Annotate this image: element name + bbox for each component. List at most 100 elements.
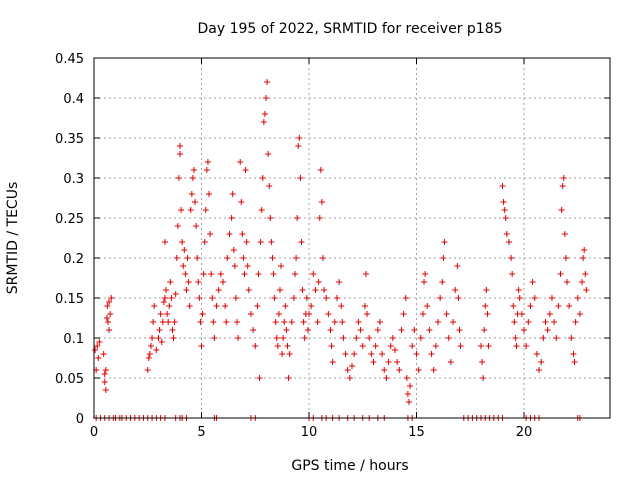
data-point <box>95 355 102 361</box>
data-point <box>435 319 441 325</box>
data-point <box>235 335 242 341</box>
data-point <box>226 231 233 237</box>
data-point <box>447 359 454 365</box>
data-point <box>208 271 215 277</box>
data-point <box>250 327 257 333</box>
data-point <box>574 295 581 301</box>
data-point <box>304 327 311 333</box>
data-point <box>167 279 174 285</box>
data-point <box>359 343 366 349</box>
data-point <box>437 295 444 301</box>
data-point <box>297 175 304 181</box>
data-point <box>351 351 358 357</box>
data-point <box>317 167 324 173</box>
data-point <box>551 319 558 325</box>
data-point <box>484 311 491 317</box>
data-point <box>512 335 519 341</box>
x-tick-label: 10 <box>301 425 318 440</box>
data-point <box>230 247 237 253</box>
data-point <box>172 291 179 297</box>
data-point <box>177 143 183 149</box>
data-point <box>515 287 522 293</box>
y-tick-label: 0.3 <box>63 172 84 187</box>
data-point <box>198 343 205 349</box>
data-point <box>478 343 484 349</box>
data-point <box>275 311 282 317</box>
data-point <box>400 311 407 317</box>
data-point <box>571 359 578 365</box>
data-point <box>274 343 281 349</box>
data-point <box>265 151 272 157</box>
data-point <box>185 279 192 285</box>
data-point <box>268 239 275 245</box>
data-point <box>288 319 295 325</box>
data-point <box>202 207 209 213</box>
data-point <box>457 343 464 349</box>
y-tick-label: 0.45 <box>55 52 84 67</box>
data-point <box>177 151 183 157</box>
data-point <box>102 367 109 373</box>
data-point <box>146 351 153 357</box>
data-point <box>361 303 368 309</box>
x-tick-label: 0 <box>90 425 98 440</box>
data-point <box>310 271 317 277</box>
y-tick-label: 0.4 <box>63 92 84 107</box>
data-point <box>303 295 310 301</box>
data-point <box>206 191 213 197</box>
data-point <box>344 367 351 373</box>
data-point <box>357 327 364 333</box>
data-point <box>151 303 158 309</box>
data-point <box>255 271 262 277</box>
data-point <box>572 319 579 325</box>
data-point <box>247 311 254 317</box>
data-point <box>387 343 394 349</box>
data-point <box>479 359 486 365</box>
data-point <box>280 335 287 341</box>
data-point <box>316 215 323 221</box>
data-point <box>370 359 377 365</box>
data-point <box>180 263 187 269</box>
data-point <box>284 343 291 349</box>
data-point <box>294 215 301 221</box>
data-point <box>445 335 452 341</box>
data-point <box>263 95 269 101</box>
data-point <box>516 295 523 301</box>
data-point <box>513 343 520 349</box>
data-point <box>562 255 569 261</box>
y-tick-label: 0.15 <box>55 292 84 307</box>
x-axis-title: GPS time / hours <box>291 458 408 474</box>
data-point <box>518 311 525 317</box>
data-point <box>237 159 244 165</box>
data-point <box>165 319 172 325</box>
data-point <box>452 287 459 293</box>
data-point <box>385 359 392 365</box>
data-point <box>349 363 355 369</box>
data-point <box>555 303 562 309</box>
data-point <box>163 287 170 293</box>
data-point <box>383 375 390 381</box>
data-point <box>178 207 185 213</box>
data-point <box>502 215 509 221</box>
data-point <box>188 191 195 197</box>
data-point <box>368 351 375 357</box>
data-point <box>501 207 508 213</box>
data-point <box>261 111 268 117</box>
data-point <box>222 303 229 309</box>
chart-title: Day 195 of 2022, SRMTID for receiver p18… <box>197 21 502 37</box>
data-point <box>278 263 285 269</box>
data-point <box>583 287 590 293</box>
data-point <box>379 351 386 357</box>
data-point <box>544 327 551 333</box>
data-point <box>215 287 222 293</box>
data-point <box>299 287 306 293</box>
data-point <box>200 271 207 277</box>
data-point <box>481 327 488 333</box>
data-point <box>259 175 266 181</box>
data-point <box>374 327 381 333</box>
data-point <box>510 303 517 309</box>
data-point <box>409 343 416 349</box>
data-point <box>96 339 103 345</box>
data-point <box>402 295 409 301</box>
data-point <box>538 359 545 365</box>
data-point <box>300 319 307 325</box>
